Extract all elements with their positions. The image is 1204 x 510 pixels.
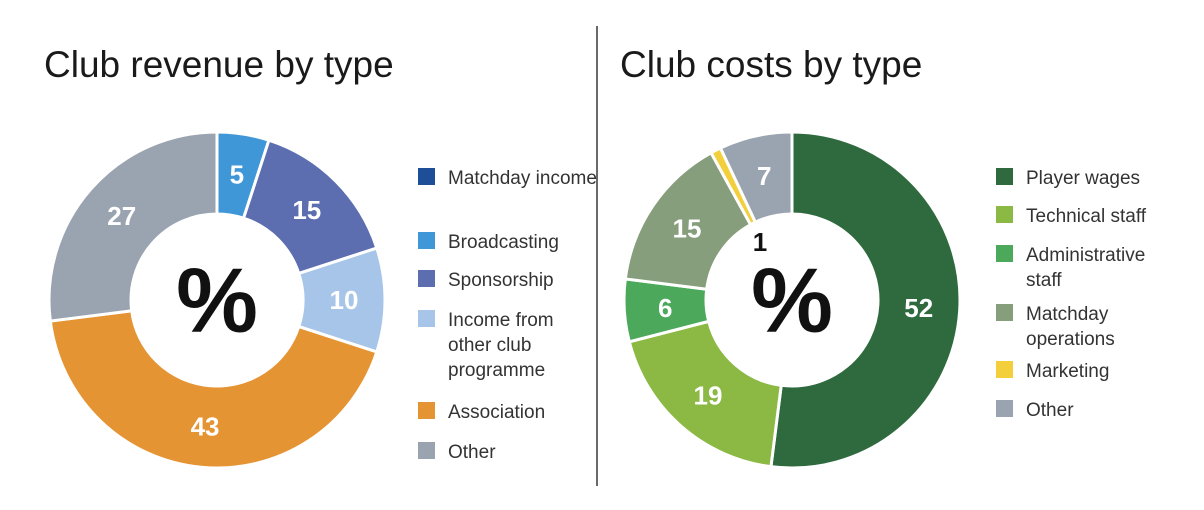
revenue-legend-swatch <box>418 270 435 287</box>
costs-legend-swatch <box>996 245 1013 262</box>
costs-slice-label-marketing: 1 <box>753 227 767 257</box>
costs-slice-label-administrative-staff: 6 <box>658 293 672 323</box>
costs-legend-swatch <box>996 304 1013 321</box>
revenue-slice-other <box>47 130 219 323</box>
chart-divider <box>596 26 598 486</box>
revenue-legend-label: Matchday income <box>448 168 597 189</box>
costs-slice-label-matchday-operations: 15 <box>672 214 701 244</box>
costs-slice-technical-staff <box>627 319 783 469</box>
revenue-center-percent: % <box>176 250 258 352</box>
costs-legend-label: Matchday operations <box>1026 304 1115 350</box>
revenue-slice-label-other: 27 <box>107 201 136 231</box>
revenue-slice-label-sponsorship: 15 <box>292 195 321 225</box>
revenue-legend-swatch <box>418 232 435 249</box>
revenue-legend-label: Sponsorship <box>448 270 554 291</box>
revenue-legend-label: Broadcasting <box>448 232 559 253</box>
costs-center-percent: % <box>751 250 833 352</box>
costs-legend-swatch <box>996 206 1013 223</box>
costs-legend-label: Technical staff <box>1026 206 1147 227</box>
revenue-slice-label-association: 43 <box>191 411 220 441</box>
revenue-legend-swatch <box>418 168 435 185</box>
costs-slice-player-wages <box>769 130 962 470</box>
revenue-slice-association <box>48 309 379 470</box>
costs-slice-other <box>718 130 794 225</box>
costs-donut: 52 19 6 15 1 7% <box>622 130 962 470</box>
costs-legend-label: Other <box>1026 400 1074 421</box>
revenue-chart-title: Club revenue by type <box>44 44 394 85</box>
revenue-legend-label: Income from other club programme <box>448 310 554 381</box>
revenue-donut: 5 15 10 43 27% <box>47 130 387 470</box>
revenue-slice-label-income-from-other-club-programme: 10 <box>330 285 359 315</box>
costs-legend-swatch <box>996 168 1013 185</box>
costs-slice-label-technical-staff: 19 <box>694 380 723 410</box>
costs-slice-label-player-wages: 52 <box>904 293 933 323</box>
revenue-legend-label: Other <box>448 442 496 463</box>
revenue-legend-swatch <box>418 402 435 419</box>
costs-slice-label-other: 7 <box>757 161 771 191</box>
costs-legend-swatch <box>996 400 1013 417</box>
revenue-legend-label: Association <box>448 402 546 423</box>
costs-legend-label: Administrative staff <box>1026 245 1146 291</box>
revenue-slice-label-broadcasting: 5 <box>230 160 244 190</box>
revenue-legend-swatch <box>418 310 435 327</box>
revenue-legend-swatch <box>418 442 435 459</box>
costs-legend-swatch <box>996 361 1013 378</box>
costs-chart-title: Club costs by type <box>620 44 923 85</box>
costs-legend-label: Player wages <box>1026 168 1141 189</box>
costs-legend-label: Marketing <box>1026 361 1110 382</box>
